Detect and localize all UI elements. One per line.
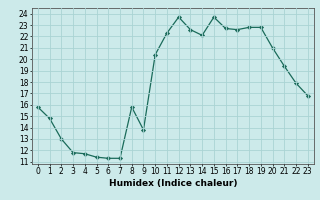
X-axis label: Humidex (Indice chaleur): Humidex (Indice chaleur): [108, 179, 237, 188]
